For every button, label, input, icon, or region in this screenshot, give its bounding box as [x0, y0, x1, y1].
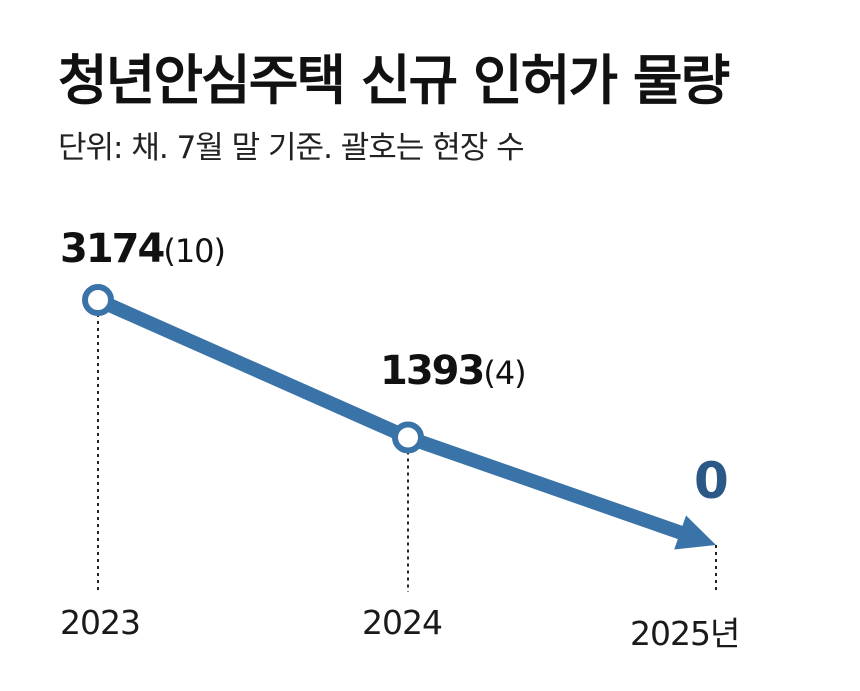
- chart-subtitle: 단위: 채. 7월 말 기준. 괄호는 현장 수: [58, 130, 525, 166]
- x-tick-label-2: 2025년: [630, 614, 739, 653]
- series-line-segment-1: [405, 430, 685, 540]
- x-tick-label-0: 2023: [60, 603, 140, 642]
- data-label-sites-0: (10): [163, 232, 225, 270]
- arrow-head: [674, 515, 716, 550]
- series-line-segment-0: [95, 293, 411, 444]
- data-label-sites-1: (4): [483, 354, 525, 392]
- data-label-value-1: 1393: [380, 348, 483, 394]
- chart-title: 청년안심주택 신규 인허가 물량: [58, 49, 730, 112]
- data-point-0: [82, 284, 114, 316]
- data-point-1: [392, 421, 424, 454]
- x-tick-label-1: 2024: [362, 603, 442, 642]
- data-label-2: 0: [694, 452, 727, 510]
- data-label-1: 1393(4): [380, 348, 526, 394]
- data-label-value-2: 0: [694, 452, 727, 510]
- data-label-value-0: 3174: [60, 226, 163, 272]
- data-label-0: 3174(10): [60, 226, 225, 272]
